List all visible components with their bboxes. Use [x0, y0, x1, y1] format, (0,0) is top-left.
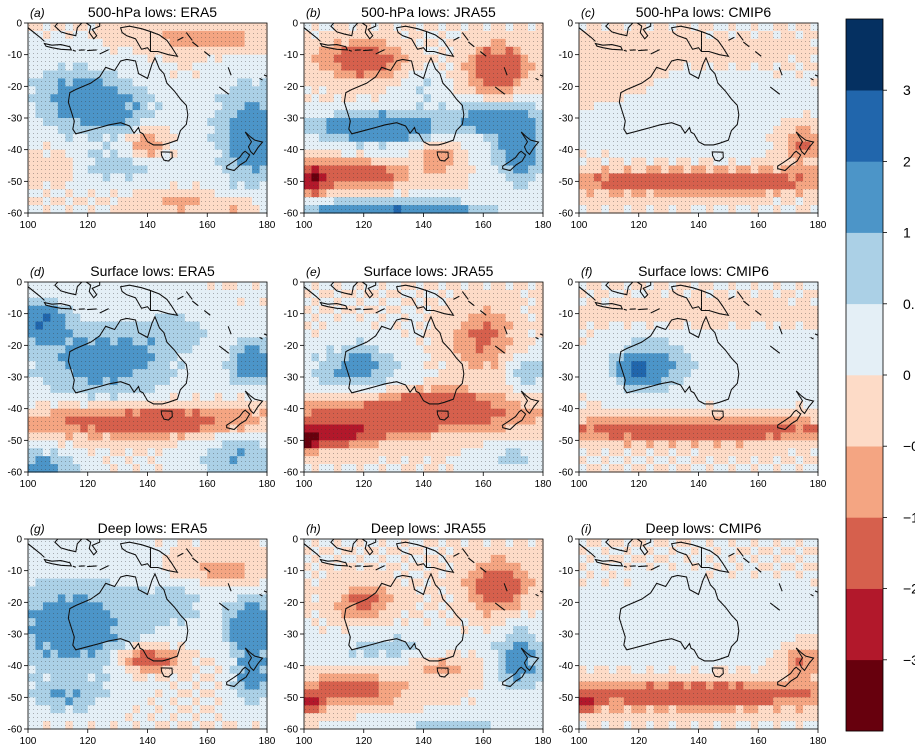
y-tick-label: -40 — [559, 404, 574, 415]
y-tick-label: -50 — [559, 177, 574, 188]
y-tick-label: -60 — [8, 468, 23, 479]
panel-title: Surface lows: ERA5 — [90, 263, 215, 279]
y-tick-label: -30 — [559, 114, 574, 125]
y-tick-label: -30 — [284, 373, 299, 384]
y-tick-label: -30 — [8, 373, 23, 384]
panel-title: Surface lows: JRA55 — [364, 263, 494, 279]
x-tick-label: 100 — [296, 479, 313, 490]
y-tick-label: -20 — [284, 82, 299, 93]
panel-title: Surface lows: CMIP6 — [638, 263, 769, 279]
y-tick-label: -30 — [8, 114, 23, 125]
panel-letter: (b) — [306, 6, 321, 20]
x-tick-label: 140 — [690, 479, 707, 490]
significance-stipple — [579, 282, 818, 472]
y-tick-label: -10 — [8, 309, 23, 320]
x-tick-label: 140 — [690, 220, 707, 231]
y-tick-label: -10 — [284, 50, 299, 61]
panel-title: 500-hPa lows: JRA55 — [361, 4, 496, 20]
y-tick-label: -20 — [8, 341, 23, 352]
x-tick-label: 180 — [535, 479, 552, 490]
y-tick-label: 0 — [292, 19, 298, 30]
y-tick-label: -60 — [559, 468, 574, 479]
y-tick-label: -50 — [559, 436, 574, 447]
significance-stipple — [579, 23, 818, 213]
y-tick-label: -30 — [559, 373, 574, 384]
x-tick-label: 100 — [571, 479, 588, 490]
y-tick-label: 0 — [16, 19, 22, 30]
map-panel: 100 120 140 160 180 0 -10 -20 -30 -40 -50 -60 (a) 500… — [8, 4, 276, 231]
significance-stipple — [304, 282, 543, 472]
map-panel: 100 120 140 160 180 0 -10 -20 -30 -40 -50 -60 (f) Sur… — [559, 263, 827, 490]
x-tick-label: 180 — [259, 479, 276, 490]
x-tick-label: 180 — [535, 220, 552, 231]
y-tick-label: -60 — [284, 209, 299, 220]
x-tick-label: 120 — [630, 479, 647, 490]
x-tick-label: 100 — [20, 220, 37, 231]
panel-letter: (a) — [30, 6, 45, 20]
y-tick-label: -10 — [559, 309, 574, 320]
y-tick-label: -40 — [284, 404, 299, 415]
x-tick-label: 140 — [415, 220, 432, 231]
y-tick-label: -40 — [8, 404, 23, 415]
y-tick-label: -60 — [8, 209, 23, 220]
x-tick-label: 160 — [475, 220, 492, 231]
panel-letter: (c) — [581, 6, 595, 20]
x-tick-label: 120 — [630, 220, 647, 231]
y-tick-label: -60 — [559, 209, 574, 220]
x-tick-label: 100 — [571, 220, 588, 231]
x-tick-label: 140 — [139, 479, 156, 490]
panel-letter: (d) — [30, 265, 45, 279]
x-tick-label: 100 — [20, 479, 37, 490]
y-tick-label: -10 — [559, 50, 574, 61]
panel-title: 500-hPa lows: ERA5 — [88, 4, 217, 20]
x-tick-label: 120 — [79, 479, 96, 490]
x-tick-label: 160 — [199, 479, 216, 490]
y-tick-label: -50 — [8, 177, 23, 188]
y-tick-label: 0 — [567, 19, 573, 30]
x-tick-label: 160 — [750, 220, 767, 231]
y-tick-label: -60 — [284, 468, 299, 479]
y-tick-label: -40 — [8, 145, 23, 156]
y-tick-label: -30 — [284, 114, 299, 125]
y-tick-label: -40 — [284, 145, 299, 156]
significance-stipple — [304, 23, 543, 213]
y-tick-label: 0 — [16, 278, 22, 289]
panel-letter: (e) — [306, 265, 321, 279]
y-tick-label: 0 — [292, 278, 298, 289]
map-panel: 100 120 140 160 180 0 -10 -20 -30 -40 -50 -60 (c) 500… — [559, 4, 827, 231]
x-tick-label: 120 — [79, 220, 96, 231]
y-tick-label: -40 — [559, 145, 574, 156]
x-tick-label: 140 — [139, 220, 156, 231]
map-panel: 100 120 140 160 180 0 -10 -20 -30 -40 -50 -60 (d) Sur… — [8, 263, 276, 490]
map-panel: 100 120 140 160 180 0 -10 -20 -30 -40 -50 -60 (b) 500… — [284, 4, 552, 231]
significance-stipple — [28, 282, 267, 472]
x-tick-label: 120 — [355, 479, 372, 490]
panel-letter: (f) — [581, 265, 592, 279]
y-tick-label: -20 — [559, 82, 574, 93]
map-panel: 100 120 140 160 180 0 -10 -20 -30 -40 -50 -60 (e) Sur… — [284, 263, 552, 490]
y-tick-label: -20 — [8, 82, 23, 93]
x-tick-label: 160 — [199, 220, 216, 231]
y-tick-label: -50 — [284, 436, 299, 447]
x-tick-label: 160 — [475, 479, 492, 490]
y-tick-label: -20 — [559, 341, 574, 352]
y-tick-label: -10 — [8, 50, 23, 61]
x-tick-label: 160 — [750, 479, 767, 490]
panel-title: 500-hPa lows: CMIP6 — [636, 4, 772, 20]
significance-stipple — [28, 23, 267, 213]
x-tick-label: 140 — [415, 479, 432, 490]
x-tick-label: 180 — [259, 220, 276, 231]
x-tick-label: 180 — [810, 479, 827, 490]
x-tick-label: 120 — [355, 220, 372, 231]
x-tick-label: 180 — [810, 220, 827, 231]
y-tick-label: -10 — [284, 309, 299, 320]
y-tick-label: 0 — [567, 278, 573, 289]
y-tick-label: -50 — [8, 436, 23, 447]
y-tick-label: -50 — [284, 177, 299, 188]
x-tick-label: 100 — [296, 220, 313, 231]
y-tick-label: -20 — [284, 341, 299, 352]
panels: 100 120 140 160 180 0 -10 -20 -30 -40 -50 -60 (a) 500… — [8, 4, 827, 747]
